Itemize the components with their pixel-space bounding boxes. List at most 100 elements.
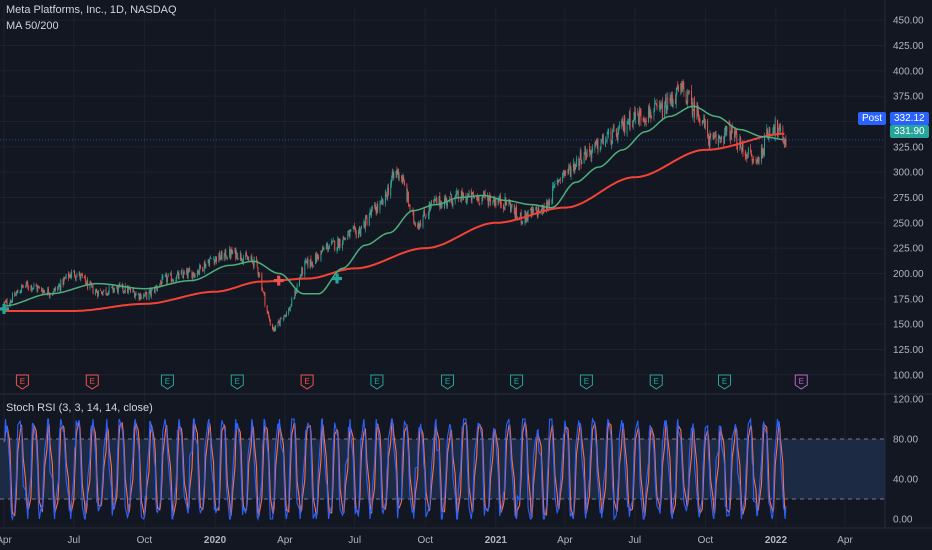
candle-body [234,248,236,253]
candle-body [635,112,636,120]
candle-body [575,164,577,169]
candle-body [84,276,86,282]
candle-body [103,289,105,292]
candle-body [381,199,382,203]
time-axis-tick-label: Oct [137,535,153,546]
candle-body [369,211,371,217]
candle-body [483,192,485,195]
earnings-marker[interactable]: E [510,374,524,390]
candle-body [564,173,566,175]
candle-body [692,110,694,117]
earnings-badge-label: E [374,377,379,386]
earnings-marker[interactable]: E [441,374,455,390]
candle-body [542,204,544,214]
earnings-marker[interactable]: E [230,374,244,390]
candle-body [639,110,641,112]
candle-body [585,148,587,157]
candle-body [170,273,172,282]
candle-body [210,258,212,259]
candle-body [177,272,179,279]
candle-body [312,262,313,267]
candle-body [736,133,738,150]
candle-body [151,289,153,291]
candle-body [79,273,81,279]
post-label-tag: Post [858,112,887,125]
candle-body [568,166,570,171]
candle-body [622,119,623,124]
candle-body [476,196,478,201]
candle-body [257,267,259,274]
candle-body [154,286,156,293]
candle-body [424,217,426,219]
candle-body [221,252,223,261]
earnings-badge-shape [510,374,524,390]
candle-body [713,135,715,137]
candle-body [263,291,265,295]
candle-body [467,195,468,200]
candle-body [583,156,585,164]
candle-body [401,177,403,183]
candle-body [481,196,483,204]
candle-body [343,236,345,240]
candle-body [203,270,204,271]
earnings-marker[interactable]: E [15,374,29,390]
candle-body [697,105,699,112]
stoch-rsi-label[interactable]: Stoch RSI (3, 3, 14, 14, close) [6,402,153,414]
earnings-marker[interactable]: E [794,374,808,390]
candle-body [579,151,581,159]
earnings-badge-shape [579,374,593,390]
candle-body [230,249,232,257]
candle-body [653,110,655,116]
candle-body [747,157,748,159]
candle-body [348,230,349,233]
candle-body [364,221,366,229]
earnings-marker[interactable]: E [649,374,663,390]
candle-body [718,136,720,138]
price-axis-tick-label: 300.00 [893,168,924,179]
candle-body [74,271,76,277]
candle-body [188,269,190,271]
earnings-marker[interactable]: E [160,374,174,390]
candle-body [730,135,732,141]
earnings-badge-label: E [584,377,589,386]
candle-body [252,261,254,267]
candle-body [466,198,468,202]
candle-body [779,125,781,132]
earnings-marker[interactable]: E [85,374,99,390]
price-axis-tick-label: 175.00 [893,294,924,305]
candle-body [246,257,248,260]
candle-body [559,179,561,181]
candle-body [350,229,352,232]
candle-body [85,282,87,286]
candle-body [321,250,323,252]
candle-body [479,203,481,205]
candle-body [702,121,704,123]
candle-body [490,197,491,203]
candle-body [688,91,690,93]
candle-body [213,259,215,264]
earnings-marker[interactable]: E [370,374,384,390]
golden-cross-marker [0,303,9,314]
candle-body [279,322,280,325]
candle-body [127,288,129,293]
earnings-marker[interactable]: E [300,374,314,390]
candle-body [81,273,82,276]
candle-body [709,133,711,147]
candle-body [262,289,264,291]
candle-body [763,135,765,156]
candle-body [477,196,479,201]
candle-body [492,202,494,204]
candle-body [225,249,227,259]
candle-body [493,198,495,206]
ma-legend-label[interactable]: MA 50/200 [6,20,59,32]
candle-body [62,278,64,285]
earnings-marker[interactable]: E [718,374,732,390]
candle-body [129,288,131,290]
candle-body [291,299,293,306]
candle-body [510,206,512,212]
candle-body [124,285,126,293]
candle-body [53,289,55,293]
earnings-marker[interactable]: E [579,374,593,390]
candle-body [543,206,545,213]
